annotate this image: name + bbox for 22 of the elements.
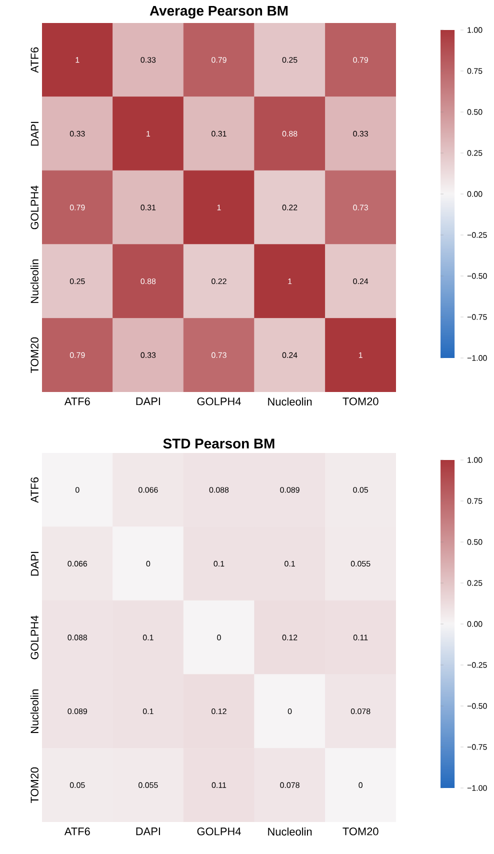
x-tick-label: ATF6	[64, 398, 90, 406]
y-tick-label: TOM20	[30, 337, 38, 374]
x-tick-label: DAPI	[136, 828, 160, 836]
y-tick-label: Nucleolin	[30, 259, 38, 303]
x-tick-label: Nucleolin	[268, 828, 312, 836]
chart-title: Average Pearson BM	[150, 6, 288, 18]
y-tick-label: TOM20	[30, 767, 38, 804]
x-tick-label: ATF6	[64, 828, 90, 836]
y-tick-label: DAPI	[30, 552, 38, 576]
y-tick-label: DAPI	[30, 122, 38, 146]
y-tick-label: ATF6	[30, 477, 38, 503]
x-tick-label: TOM20	[342, 398, 378, 406]
x-tick-label: GOLPH4	[197, 398, 241, 406]
y-tick-label: GOLPH4	[30, 186, 38, 230]
y-tick-label: GOLPH4	[30, 616, 38, 660]
x-tick-label: GOLPH4	[197, 828, 241, 836]
y-tick-label: Nucleolin	[30, 690, 38, 733]
x-tick-label: DAPI	[136, 398, 160, 406]
y-tick-label: ATF6	[30, 47, 38, 73]
x-tick-label: Nucleolin	[268, 398, 312, 406]
x-tick-label: TOM20	[342, 828, 378, 836]
chart-title: STD Pearson BM	[163, 438, 274, 449]
